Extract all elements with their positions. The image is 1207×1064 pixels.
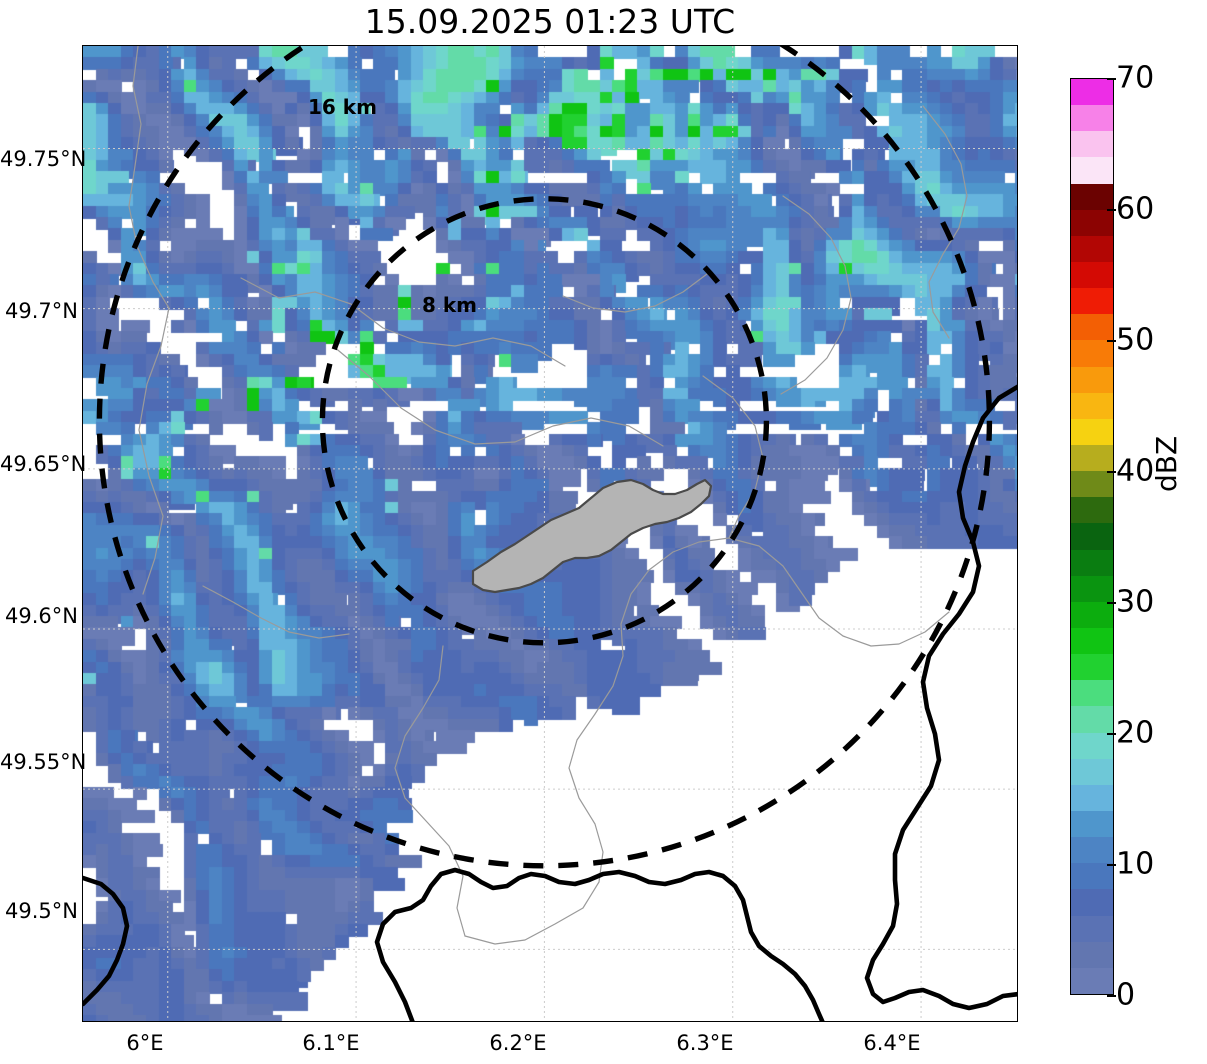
x-tick-label: 6.2°E xyxy=(489,1031,547,1055)
river-line xyxy=(780,195,852,395)
colorbar-tick-mark xyxy=(1107,995,1116,997)
colorbar-band xyxy=(1071,732,1113,759)
x-tick-label: 6.1°E xyxy=(302,1031,360,1055)
colorbar-tick-mark xyxy=(1107,602,1116,604)
river-line xyxy=(394,645,466,937)
colorbar-band xyxy=(1071,575,1113,602)
colorbar-band xyxy=(1071,706,1113,733)
colorbar-band xyxy=(1071,837,1113,864)
range-ring-16km xyxy=(96,46,992,869)
colorbar-tick-label: 40 xyxy=(1116,453,1155,489)
river-line xyxy=(562,273,708,313)
colorbar-band xyxy=(1071,889,1113,916)
colorbar-band xyxy=(1071,654,1113,681)
colorbar[interactable] xyxy=(1070,78,1114,995)
colorbar-band xyxy=(1071,209,1113,236)
colorbar-tick-label: 60 xyxy=(1116,191,1155,227)
y-tick-label: 49.6°N xyxy=(5,604,78,628)
colorbar-band xyxy=(1071,784,1113,811)
colorbar-band xyxy=(1071,261,1113,289)
colorbar-band xyxy=(1071,105,1113,132)
colorbar-band xyxy=(1071,288,1113,315)
colorbar-tick-label: 0 xyxy=(1116,977,1136,1013)
colorbar-band xyxy=(1071,157,1113,184)
colorbar-tick-label: 50 xyxy=(1116,322,1155,358)
colorbar-tick-label: 20 xyxy=(1116,715,1155,751)
x-tick-label: 6.4°E xyxy=(863,1031,921,1055)
colorbar-band xyxy=(1071,444,1113,472)
colorbar-tick-mark xyxy=(1107,209,1116,211)
river-line xyxy=(464,537,730,945)
y-tick-label: 49.5°N xyxy=(5,899,78,923)
colorbar-band xyxy=(1071,680,1113,707)
colorbar-tick-label: 10 xyxy=(1116,846,1155,882)
radar-plot-area[interactable] xyxy=(82,45,1018,1022)
colorbar-tick-mark xyxy=(1107,864,1116,866)
colorbar-band xyxy=(1071,79,1113,106)
river-line xyxy=(128,46,170,595)
river-line xyxy=(240,277,566,367)
colorbar-tick-label: 70 xyxy=(1116,60,1155,96)
x-tick-label: 6°E xyxy=(126,1031,164,1055)
range-ring-8km xyxy=(319,196,770,646)
country-border-line xyxy=(864,384,1017,1011)
colorbar-band xyxy=(1071,183,1113,210)
colorbar-band xyxy=(1071,471,1113,498)
river-line xyxy=(332,345,664,447)
colorbar-band xyxy=(1071,340,1113,367)
colorbar-band xyxy=(1071,392,1113,419)
colorbar-band xyxy=(1071,601,1113,628)
range-ring-label-8km: 8 km xyxy=(422,293,478,317)
y-tick-label: 49.75°N xyxy=(0,147,87,171)
colorbar-band xyxy=(1071,549,1113,576)
colorbar-tick-mark xyxy=(1107,471,1116,473)
country-border-line xyxy=(83,875,130,1007)
range-ring-label-16km: 16 km xyxy=(308,95,377,119)
lake-polygon xyxy=(471,478,713,594)
colorbar-band xyxy=(1071,523,1113,550)
y-tick-label: 49.55°N xyxy=(0,750,87,774)
page-title: 15.09.2025 01:23 UTC xyxy=(364,2,736,41)
river-line xyxy=(728,537,950,647)
colorbar-band xyxy=(1071,497,1113,524)
colorbar-band xyxy=(1071,235,1113,262)
map-vector-overlay xyxy=(83,46,1017,1021)
colorbar-band xyxy=(1071,131,1113,158)
colorbar-band xyxy=(1071,967,1113,994)
colorbar-band xyxy=(1071,418,1113,445)
colorbar-band xyxy=(1071,758,1113,785)
y-tick-label: 49.7°N xyxy=(5,299,78,323)
colorbar-band xyxy=(1071,941,1113,968)
colorbar-band xyxy=(1071,314,1113,341)
colorbar-tick-mark xyxy=(1107,733,1116,735)
colorbar-tick-mark xyxy=(1107,78,1116,80)
colorbar-tick-mark xyxy=(1107,340,1116,342)
river-line xyxy=(922,105,968,339)
colorbar-band xyxy=(1071,915,1113,942)
colorbar-band xyxy=(1071,627,1113,655)
country-border-line xyxy=(374,867,825,1021)
colorbar-band xyxy=(1071,366,1113,393)
river-line xyxy=(202,585,350,639)
colorbar-band xyxy=(1071,810,1113,838)
y-tick-label: 49.65°N xyxy=(0,452,87,476)
colorbar-axis-label: dBZ xyxy=(1150,435,1183,492)
colorbar-band xyxy=(1071,863,1113,890)
x-tick-label: 6.3°E xyxy=(676,1031,734,1055)
colorbar-tick-label: 30 xyxy=(1116,584,1155,620)
